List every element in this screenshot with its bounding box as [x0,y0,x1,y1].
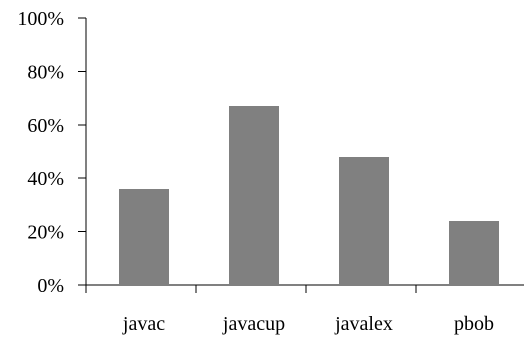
x-tick-label: javacup [222,313,285,335]
y-tick-label: 20% [27,222,64,244]
bar-javacup [229,106,279,285]
y-tick-label: 80% [27,61,64,83]
bar-pbob [449,220,499,285]
x-axis: javac javacup javalex pbob [85,284,524,335]
bars-group [119,106,499,285]
y-tick-label: 60% [27,115,64,137]
y-tick-label: 40% [27,168,64,190]
y-tick-label: 100% [17,8,64,30]
bar-javalex [339,156,389,285]
bar-javac [119,188,169,285]
y-tick-label: 0% [37,275,64,297]
y-axis: 0% 20% 40% 60% 80% 100% [17,8,87,297]
x-tick-label: javac [122,313,165,335]
x-tick-label: pbob [454,313,494,335]
x-tick-label: javalex [334,313,393,335]
